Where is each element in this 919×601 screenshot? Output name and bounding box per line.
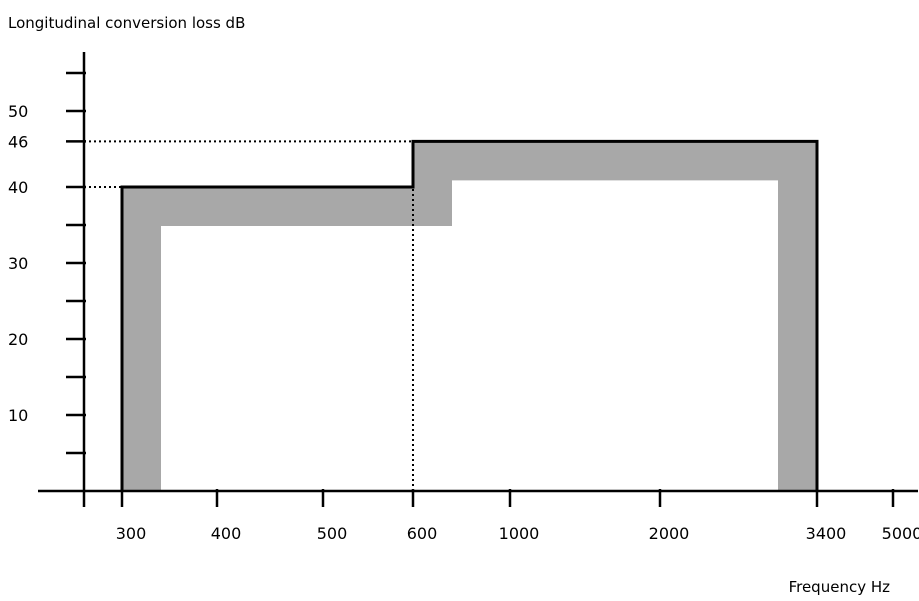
y-tick-label-10: 10: [8, 406, 28, 425]
y-axis-label: Longitudinal conversion loss dB: [8, 14, 245, 32]
y-tick-label-50: 50: [8, 102, 28, 121]
x-tick-label-400: 400: [211, 524, 242, 543]
x-tick-label-300: 300: [116, 524, 147, 543]
y-tick-label-20: 20: [8, 330, 28, 349]
reference-lines: [84, 140, 414, 491]
mask-limit-line: [120, 139, 819, 491]
mask-limit-series: [120, 139, 819, 491]
y-tick-label-46: 46: [8, 132, 28, 151]
x-tick-label-500: 500: [317, 524, 348, 543]
x-tick-label-600: 600: [407, 524, 438, 543]
x-tick-label-5000: 5000: [882, 524, 919, 543]
y-tick-label-40: 40: [8, 178, 28, 197]
ticks: 10 20 30 40 46 50 300 400 500 600 1000 2000 3400 5000: [8, 71, 919, 543]
y-tick-label-30: 30: [8, 254, 28, 273]
x-tick-label-2000: 2000: [649, 524, 690, 543]
x-tick-label-1000: 1000: [499, 524, 540, 543]
x-axis-label: Frequency Hz: [789, 578, 891, 596]
axes: [38, 52, 918, 507]
tolerance-band: [122, 141, 817, 491]
band-area: [122, 141, 817, 491]
x-tick-label-3400: 3400: [806, 524, 847, 543]
